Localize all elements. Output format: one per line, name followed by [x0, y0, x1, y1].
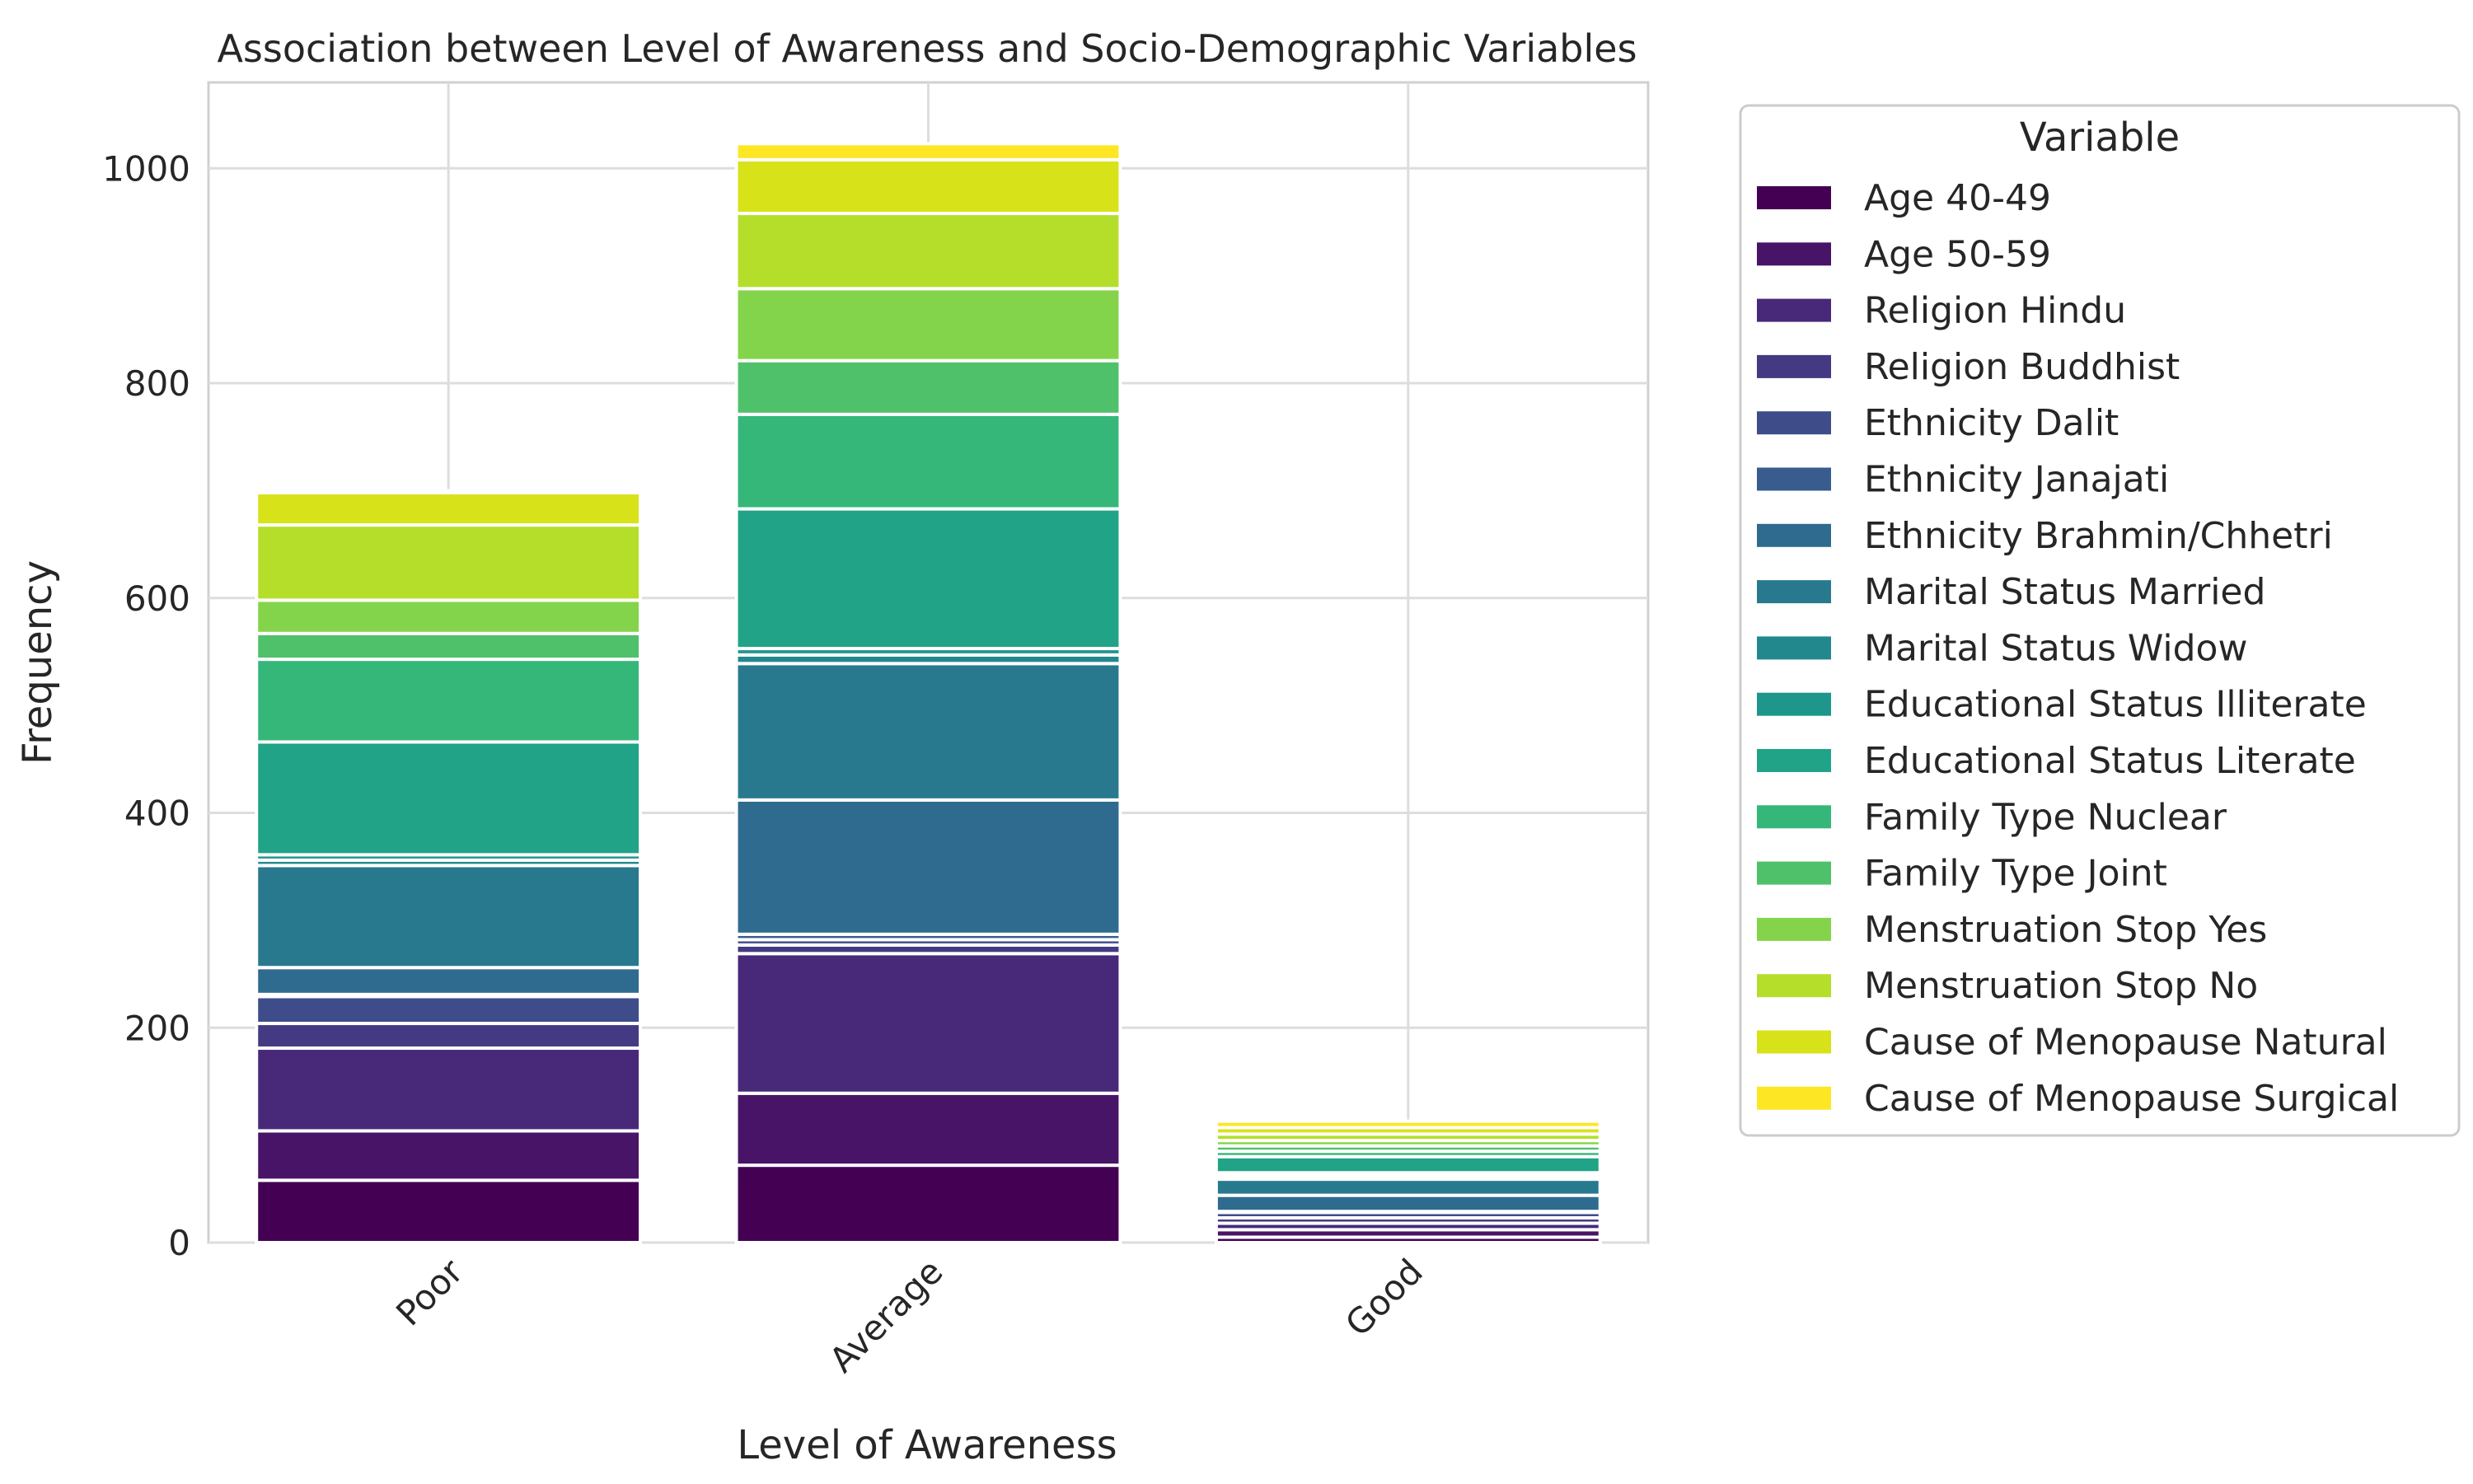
y-tick-label: 800	[124, 363, 190, 404]
bar-segment-poor-menstruation-stop-no	[255, 523, 643, 602]
legend-title: Variable	[2020, 115, 2180, 161]
x-tick-label-poor: Poor	[388, 1251, 471, 1334]
legend-swatch	[1757, 580, 1831, 604]
bar-segment-average-menstruation-stop-no	[734, 212, 1122, 291]
legend: Variable Age 40-49 Age 50-59 Religion Hind…	[1739, 104, 2461, 1137]
bar-segment-average-family-type-nuclear	[734, 412, 1122, 511]
legend-label: Cause of Menopause Surgical	[1864, 1078, 2399, 1120]
legend-swatch	[1757, 467, 1831, 491]
bar-segment-poor-ethnicity-dalit	[255, 995, 643, 1026]
legend-swatch	[1757, 411, 1831, 435]
legend-label: Family Type Nuclear	[1864, 796, 2227, 838]
y-tick-label: 0	[168, 1223, 190, 1263]
bar-segment-average-cause-of-menopause-surgical	[734, 142, 1122, 162]
chart-title: Association between Level of Awareness a…	[217, 26, 1637, 71]
bar-segment-poor-ethnicity-brahmin-chhetri	[255, 966, 643, 996]
legend-label: Ethnicity Janajati	[1864, 459, 2169, 501]
y-axis-label: Frequency	[15, 560, 61, 765]
x-axis-ticks: Poor Average Good	[388, 1251, 1431, 1380]
bar-segment-poor-cause-of-menopause-natural	[255, 491, 643, 527]
x-axis-label: Level of Awareness	[737, 1422, 1117, 1468]
legend-label: Cause of Menopause Natural	[1864, 1022, 2387, 1064]
x-tick-label-good: Good	[1337, 1251, 1431, 1344]
legend-swatch	[1757, 692, 1831, 716]
legend-label: Family Type Joint	[1864, 853, 2167, 895]
bar-segment-good-cause-of-menopause-surgical	[1214, 1119, 1602, 1130]
legend-swatch	[1757, 861, 1831, 885]
bar-segment-good-ethnicity-brahmin-chhetri	[1214, 1193, 1602, 1214]
legend-label: Educational Status Illiterate	[1864, 684, 2367, 726]
legend-swatch	[1757, 917, 1831, 941]
bar-segment-poor-marital-status-married	[255, 864, 643, 970]
y-tick-label: 1000	[102, 148, 190, 189]
bar-segment-average-cause-of-menopause-natural	[734, 157, 1122, 216]
x-tick-label-average: Average	[822, 1251, 951, 1380]
legend-swatch	[1757, 186, 1831, 209]
legend-swatch	[1757, 523, 1831, 547]
legend-label: Marital Status Married	[1864, 571, 2265, 613]
y-tick-label: 200	[124, 1008, 190, 1048]
bar-segment-good-educational-status-literate	[1214, 1154, 1602, 1175]
bars	[255, 142, 1602, 1244]
legend-swatch	[1757, 636, 1831, 660]
legend-label: Menstruation Stop Yes	[1864, 909, 2267, 951]
legend-label: Age 40-49	[1864, 177, 2051, 219]
legend-swatch	[1757, 974, 1831, 998]
legend-label: Educational Status Literate	[1864, 740, 2356, 782]
legend-label: Religion Buddhist	[1864, 346, 2180, 388]
bar-segment-poor-religion-hindu	[255, 1046, 643, 1133]
bar-segment-poor-age-50-59	[255, 1129, 643, 1182]
y-axis-ticks: 0 200 400 600 800 1000	[102, 148, 190, 1263]
bar-segment-good-marital-status-married	[1214, 1177, 1602, 1197]
legend-label: Age 50-59	[1864, 233, 2051, 275]
legend-swatch	[1757, 1030, 1831, 1054]
bar-segment-average-age-40-49	[734, 1163, 1122, 1244]
bar-segment-average-religion-hindu	[734, 952, 1122, 1095]
legend-swatch	[1757, 354, 1831, 378]
legend-label: Menstruation Stop No	[1864, 965, 2258, 1007]
bar-segment-average-family-type-joint	[734, 358, 1122, 416]
legend-swatch	[1757, 1086, 1831, 1110]
y-tick-label: 600	[124, 578, 190, 619]
legend-label: Ethnicity Brahmin/Chhetri	[1864, 515, 2333, 557]
legend-label: Marital Status Widow	[1864, 627, 2247, 669]
bar-segment-poor-family-type-joint	[255, 631, 643, 662]
legend-box	[1739, 104, 2461, 1137]
y-tick-label: 400	[124, 793, 190, 834]
legend-label: Religion Hindu	[1864, 290, 2126, 332]
bar-segment-poor-religion-buddhist	[255, 1022, 643, 1051]
bar-segment-average-educational-status-literate	[734, 507, 1122, 651]
legend-swatch	[1757, 242, 1831, 266]
bar-segment-poor-educational-status-literate	[255, 740, 643, 857]
bar-segment-average-ethnicity-brahmin-chhetri	[734, 798, 1122, 936]
bar-segment-poor-menstruation-stop-yes	[255, 598, 643, 635]
bar-segment-poor-cause-of-menopause-surgical	[255, 489, 643, 495]
legend-swatch	[1757, 749, 1831, 772]
legend-swatch	[1757, 298, 1831, 322]
bar-segment-average-marital-status-married	[734, 662, 1122, 802]
bar-segment-poor-age-40-49	[255, 1178, 643, 1244]
bar-segment-average-age-50-59	[734, 1091, 1122, 1168]
legend-label: Ethnicity Dalit	[1864, 402, 2119, 444]
bar-segment-average-menstruation-stop-yes	[734, 287, 1122, 363]
bar-segment-poor-family-type-nuclear	[255, 658, 643, 744]
legend-swatch	[1757, 805, 1831, 829]
